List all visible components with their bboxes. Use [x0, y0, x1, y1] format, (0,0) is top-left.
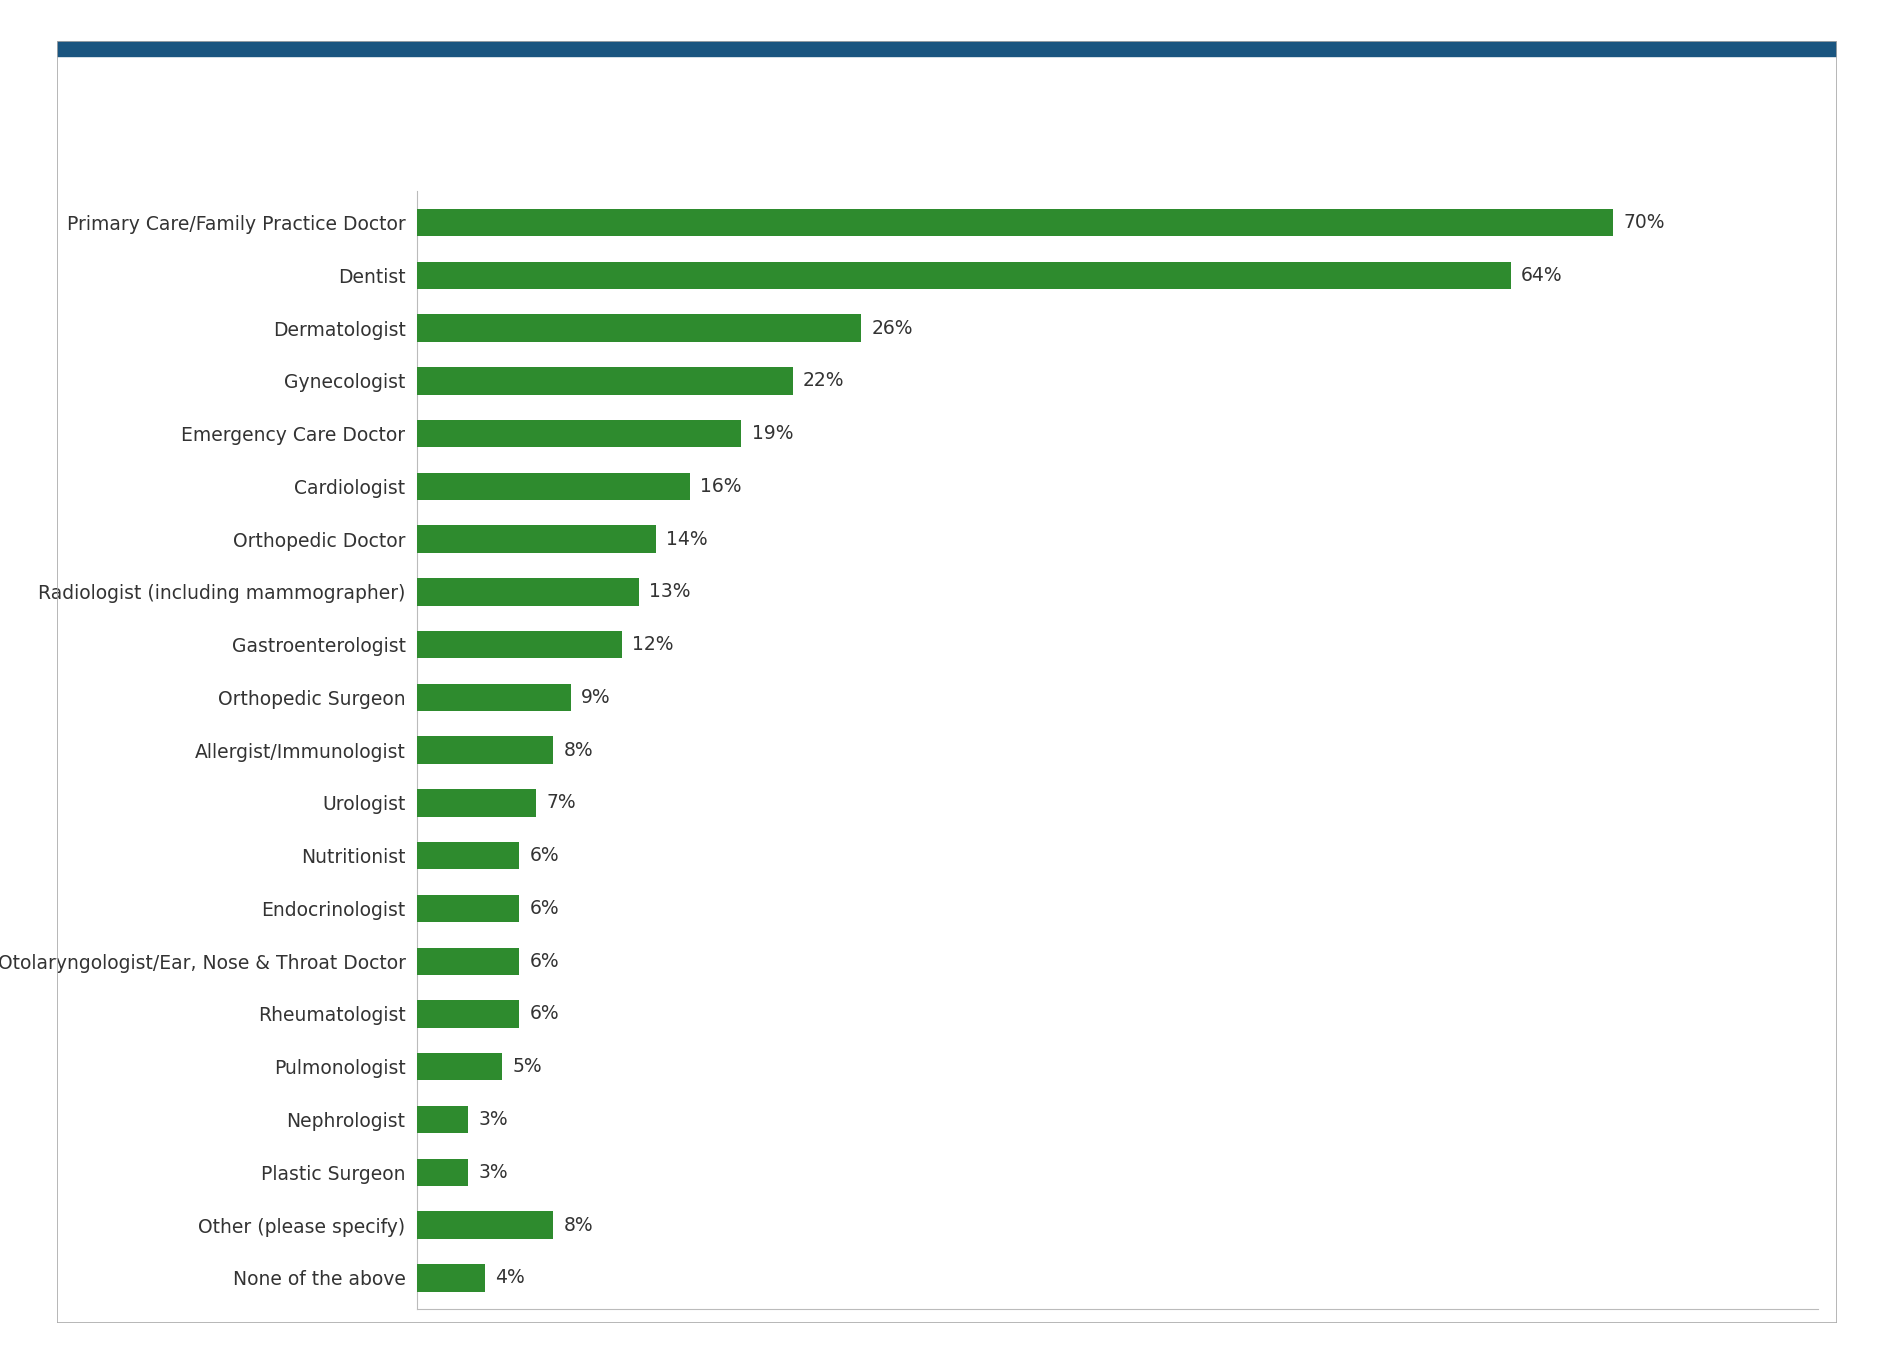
- Text: 3%: 3%: [477, 1162, 508, 1181]
- Bar: [417, 842, 519, 869]
- Text: 22%: 22%: [803, 371, 845, 390]
- Bar: [417, 1264, 485, 1292]
- Text: 26%: 26%: [871, 319, 913, 338]
- Bar: [417, 737, 553, 764]
- Bar: [417, 315, 862, 342]
- Bar: [417, 578, 638, 606]
- Bar: [417, 1158, 468, 1185]
- Bar: [417, 473, 689, 501]
- Text: 64%: 64%: [1521, 266, 1563, 285]
- Text: 19%: 19%: [752, 424, 794, 443]
- Text: 8%: 8%: [564, 1215, 593, 1234]
- Text: 4%: 4%: [496, 1269, 525, 1288]
- Text: 3%: 3%: [477, 1110, 508, 1129]
- Text: 6%: 6%: [530, 846, 559, 865]
- Bar: [417, 367, 794, 394]
- Text: 7%: 7%: [547, 794, 576, 813]
- Bar: [417, 420, 741, 447]
- Bar: [417, 895, 519, 922]
- Bar: [417, 1106, 468, 1133]
- Text: 9%: 9%: [581, 687, 610, 707]
- Bar: [417, 683, 570, 711]
- Bar: [417, 1053, 502, 1080]
- Text: 5%: 5%: [513, 1057, 542, 1076]
- Bar: [417, 1211, 553, 1239]
- Text: 70%: 70%: [1623, 213, 1665, 232]
- Text: 6%: 6%: [530, 1004, 559, 1023]
- Bar: [417, 262, 1511, 289]
- Bar: [417, 790, 536, 817]
- Bar: [417, 632, 621, 659]
- Text: 13%: 13%: [650, 582, 691, 602]
- Bar: [417, 948, 519, 975]
- Text: Which of the following clinicians have you visited in the past two years?: Which of the following clinicians have y…: [409, 100, 1485, 125]
- Text: 6%: 6%: [530, 952, 559, 971]
- Bar: [417, 525, 655, 552]
- Text: 8%: 8%: [564, 741, 593, 760]
- Bar: [417, 1000, 519, 1027]
- Text: 6%: 6%: [530, 899, 559, 918]
- Bar: [417, 209, 1614, 236]
- Text: 14%: 14%: [667, 529, 708, 548]
- Text: 16%: 16%: [701, 477, 742, 496]
- Text: 12%: 12%: [633, 636, 674, 655]
- Bar: [57, 41, 1837, 56]
